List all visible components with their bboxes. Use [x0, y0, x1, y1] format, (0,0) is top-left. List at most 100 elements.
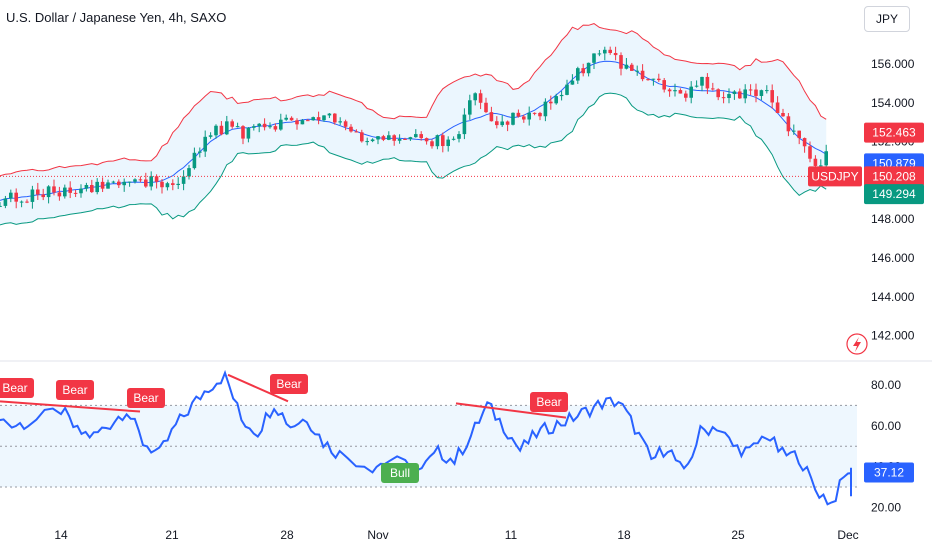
currency-button[interactable]: JPY [864, 6, 910, 32]
candle-body [662, 80, 666, 90]
price-axis-tick: 142.000 [871, 329, 915, 343]
candle-body [603, 49, 607, 54]
symbol-label-bg [808, 166, 862, 187]
candle-body [516, 112, 521, 117]
candle-body [435, 135, 440, 147]
candle-body [489, 112, 494, 122]
candle-body [522, 116, 526, 120]
rsi-last-label: 37.12 [874, 465, 904, 479]
candle-body [478, 93, 483, 103]
candle-body [819, 165, 823, 167]
lightning-icon [846, 333, 868, 355]
candle-body [138, 179, 143, 181]
candle-body [322, 115, 326, 121]
candle-body [576, 68, 580, 81]
candle-body [349, 126, 353, 132]
time-axis-tick: 25 [731, 528, 745, 542]
lightning-icon-bolt [853, 337, 861, 352]
symbol-label: USDJPY [811, 169, 858, 183]
candle-body [414, 134, 418, 138]
candle-body [565, 84, 569, 95]
candle-body [225, 121, 229, 135]
candle-body [770, 90, 774, 103]
rsi-last-label-bg [864, 462, 914, 483]
candle-body [360, 132, 364, 142]
candle-body [500, 121, 504, 126]
price-axis-tick: 156.000 [871, 57, 915, 71]
time-axis-tick: Dec [837, 528, 858, 542]
candle-body [667, 89, 672, 92]
candle-body [408, 137, 413, 140]
candle-body [235, 126, 240, 128]
bull-label-bg [381, 463, 419, 483]
upper-band-label-bg [864, 122, 924, 143]
price-axis-tick: 148.000 [871, 212, 915, 226]
candle-body [106, 182, 110, 189]
candle-body [219, 125, 224, 135]
axes: 156.000154.000152.000150.000148.000146.0… [0, 57, 932, 542]
candle-body [95, 181, 99, 193]
candle-body [176, 183, 180, 185]
rsi-axis-tick: 80.00 [871, 378, 901, 392]
candle-body [84, 185, 89, 189]
bear-label-bg [530, 392, 568, 412]
bear-divergence-line [227, 373, 289, 403]
candle-body [511, 112, 515, 125]
bear-label-bg [56, 380, 94, 400]
candle-body [257, 123, 261, 127]
candle-body [343, 121, 348, 127]
candle-body [133, 179, 137, 182]
candle-body [792, 130, 796, 132]
candle-body [581, 68, 585, 74]
candle-body [187, 168, 191, 177]
candle-body [370, 139, 375, 142]
time-axis-tick: 18 [617, 528, 631, 542]
candle-body [306, 120, 310, 122]
bear-label: Bear [536, 395, 561, 409]
candle-body [624, 64, 629, 69]
candle-body [338, 121, 342, 123]
candle-body [149, 176, 153, 187]
candle-body [246, 127, 251, 139]
bear-label-bg [127, 388, 165, 408]
bear-divergence-line [0, 400, 141, 413]
candle-body [316, 117, 321, 121]
candle-body [122, 181, 126, 186]
candle-body [705, 76, 710, 89]
candle-body [387, 135, 391, 140]
basis-line [0, 60, 827, 201]
candle-body [273, 126, 278, 130]
candle-body [0, 205, 2, 207]
candle-body [559, 94, 564, 97]
candle-body [268, 126, 272, 128]
candle-body [327, 113, 332, 116]
candle-body [657, 78, 661, 81]
candle-body [651, 78, 656, 80]
candle-body [592, 53, 596, 63]
candle-body [160, 181, 164, 188]
candle-body [171, 183, 175, 185]
candle-body [543, 101, 548, 117]
candle-body [673, 90, 677, 92]
candle-body [775, 102, 780, 113]
candle-body [57, 192, 62, 197]
candle-body [457, 134, 461, 139]
price-axis-tick: 154.000 [871, 96, 915, 110]
candle-body [684, 93, 688, 98]
candle-body [678, 90, 683, 94]
candle-body [721, 97, 726, 99]
candle-body [786, 116, 791, 132]
candle-body [311, 117, 315, 121]
candle-body [765, 90, 769, 92]
rsi-axis-tick: 60.00 [871, 419, 901, 433]
bear-divergence-line [455, 402, 567, 419]
candle-body [554, 96, 558, 104]
time-axis-tick: 28 [280, 528, 294, 542]
candle-body [14, 192, 18, 202]
candle-body [743, 89, 747, 99]
candle-body [727, 94, 731, 99]
candle-body [419, 134, 423, 139]
time-axis-tick: 11 [505, 528, 518, 542]
candle-body [597, 53, 602, 55]
candle-body [252, 126, 256, 128]
